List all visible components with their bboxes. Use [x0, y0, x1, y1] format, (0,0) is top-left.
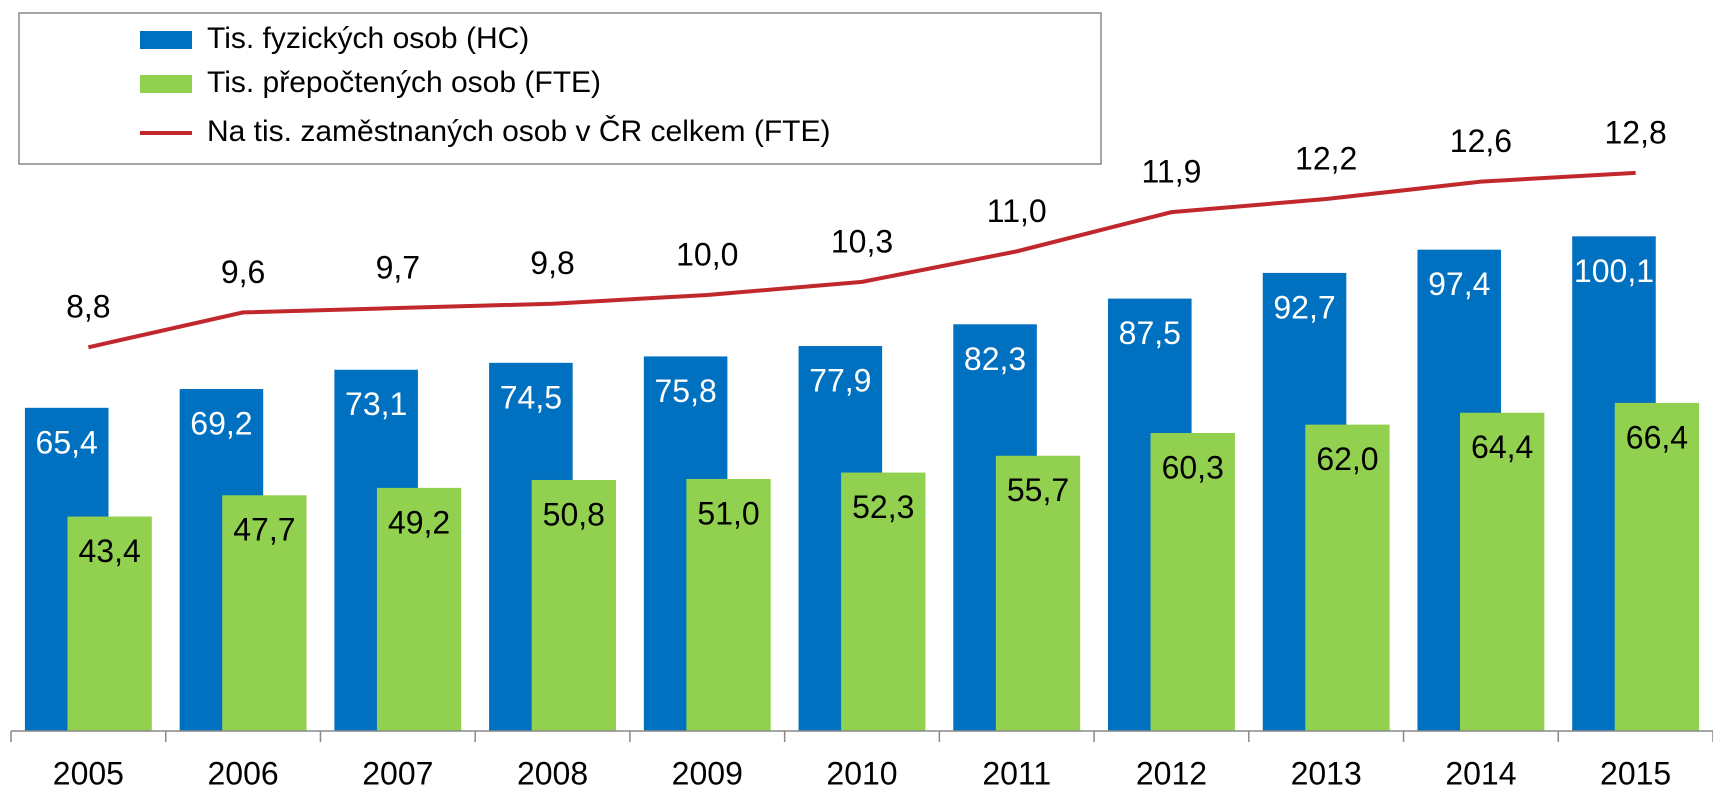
data-label: 8,8 — [66, 289, 110, 325]
data-label: 12,8 — [1604, 114, 1666, 150]
data-label: 10,3 — [831, 223, 893, 259]
data-label: 60,3 — [1162, 449, 1224, 485]
bar — [995, 455, 1081, 731]
legend-swatch — [140, 75, 192, 93]
data-label: 11,0 — [987, 193, 1047, 229]
data-label: 97,4 — [1428, 266, 1490, 302]
data-label: 100,1 — [1574, 253, 1654, 289]
data-label: 51,0 — [697, 495, 759, 531]
x-tick-label: 2015 — [1600, 755, 1671, 789]
data-label: 62,0 — [1316, 441, 1378, 477]
x-tick-label: 2005 — [53, 755, 124, 789]
data-label: 77,9 — [809, 362, 871, 398]
data-label: 73,1 — [345, 386, 407, 422]
legend-box — [18, 12, 1102, 165]
x-tick-label: 2007 — [362, 755, 433, 789]
bar — [1305, 424, 1390, 731]
bar — [222, 495, 307, 731]
line — [87, 170, 1636, 350]
data-label: 9,6 — [221, 254, 265, 290]
data-label: 74,5 — [500, 379, 562, 415]
x-tick-label: 2012 — [1136, 755, 1207, 789]
data-label: 49,2 — [388, 504, 450, 540]
data-label: 64,4 — [1471, 429, 1533, 465]
x-tick-label: 2006 — [207, 755, 278, 789]
data-label: 47,7 — [233, 512, 295, 548]
data-label: 55,7 — [1007, 472, 1069, 508]
bar — [376, 487, 462, 731]
data-label: 52,3 — [852, 489, 914, 525]
data-label: 87,5 — [1119, 315, 1181, 351]
x-tick-label: 2011 — [982, 755, 1051, 789]
legend-label: Tis. fyzických osob (HC) — [207, 22, 529, 55]
data-label: 10,0 — [676, 236, 738, 272]
bar — [841, 472, 926, 731]
x-tick-label: 2010 — [826, 755, 897, 789]
data-label: 65,4 — [36, 424, 98, 460]
data-label: 12,2 — [1295, 140, 1357, 176]
bar — [67, 516, 152, 731]
bar — [1150, 433, 1235, 731]
data-label: 92,7 — [1273, 289, 1335, 325]
data-label: 43,4 — [78, 533, 140, 569]
legend-label: Na tis. zaměstnaných osob v ČR celkem (F… — [207, 114, 831, 148]
legend-swatch — [140, 31, 192, 49]
x-tick-label: 2008 — [517, 755, 588, 789]
x-tick-label: 2013 — [1291, 755, 1362, 789]
bar — [1460, 412, 1545, 731]
bar — [1614, 402, 1700, 731]
data-label: 12,6 — [1450, 123, 1512, 159]
data-label: 75,8 — [654, 373, 716, 409]
x-tick-label: 2009 — [672, 755, 743, 789]
x-tick-label: 2014 — [1445, 755, 1516, 789]
data-label: 9,7 — [376, 250, 420, 286]
legend-label: Tis. přepočtených osob (FTE) — [207, 66, 601, 99]
bar — [686, 478, 771, 731]
data-label: 50,8 — [543, 496, 605, 532]
data-label: 9,8 — [530, 245, 574, 281]
data-label: 66,4 — [1626, 419, 1688, 455]
data-label: 69,2 — [190, 405, 252, 441]
legend: Tis. fyzických osob (HC) Tis. přepočtenýc… — [18, 12, 1102, 165]
bar — [531, 479, 616, 731]
data-label: 82,3 — [964, 341, 1026, 377]
data-label: 11,9 — [1142, 154, 1202, 190]
